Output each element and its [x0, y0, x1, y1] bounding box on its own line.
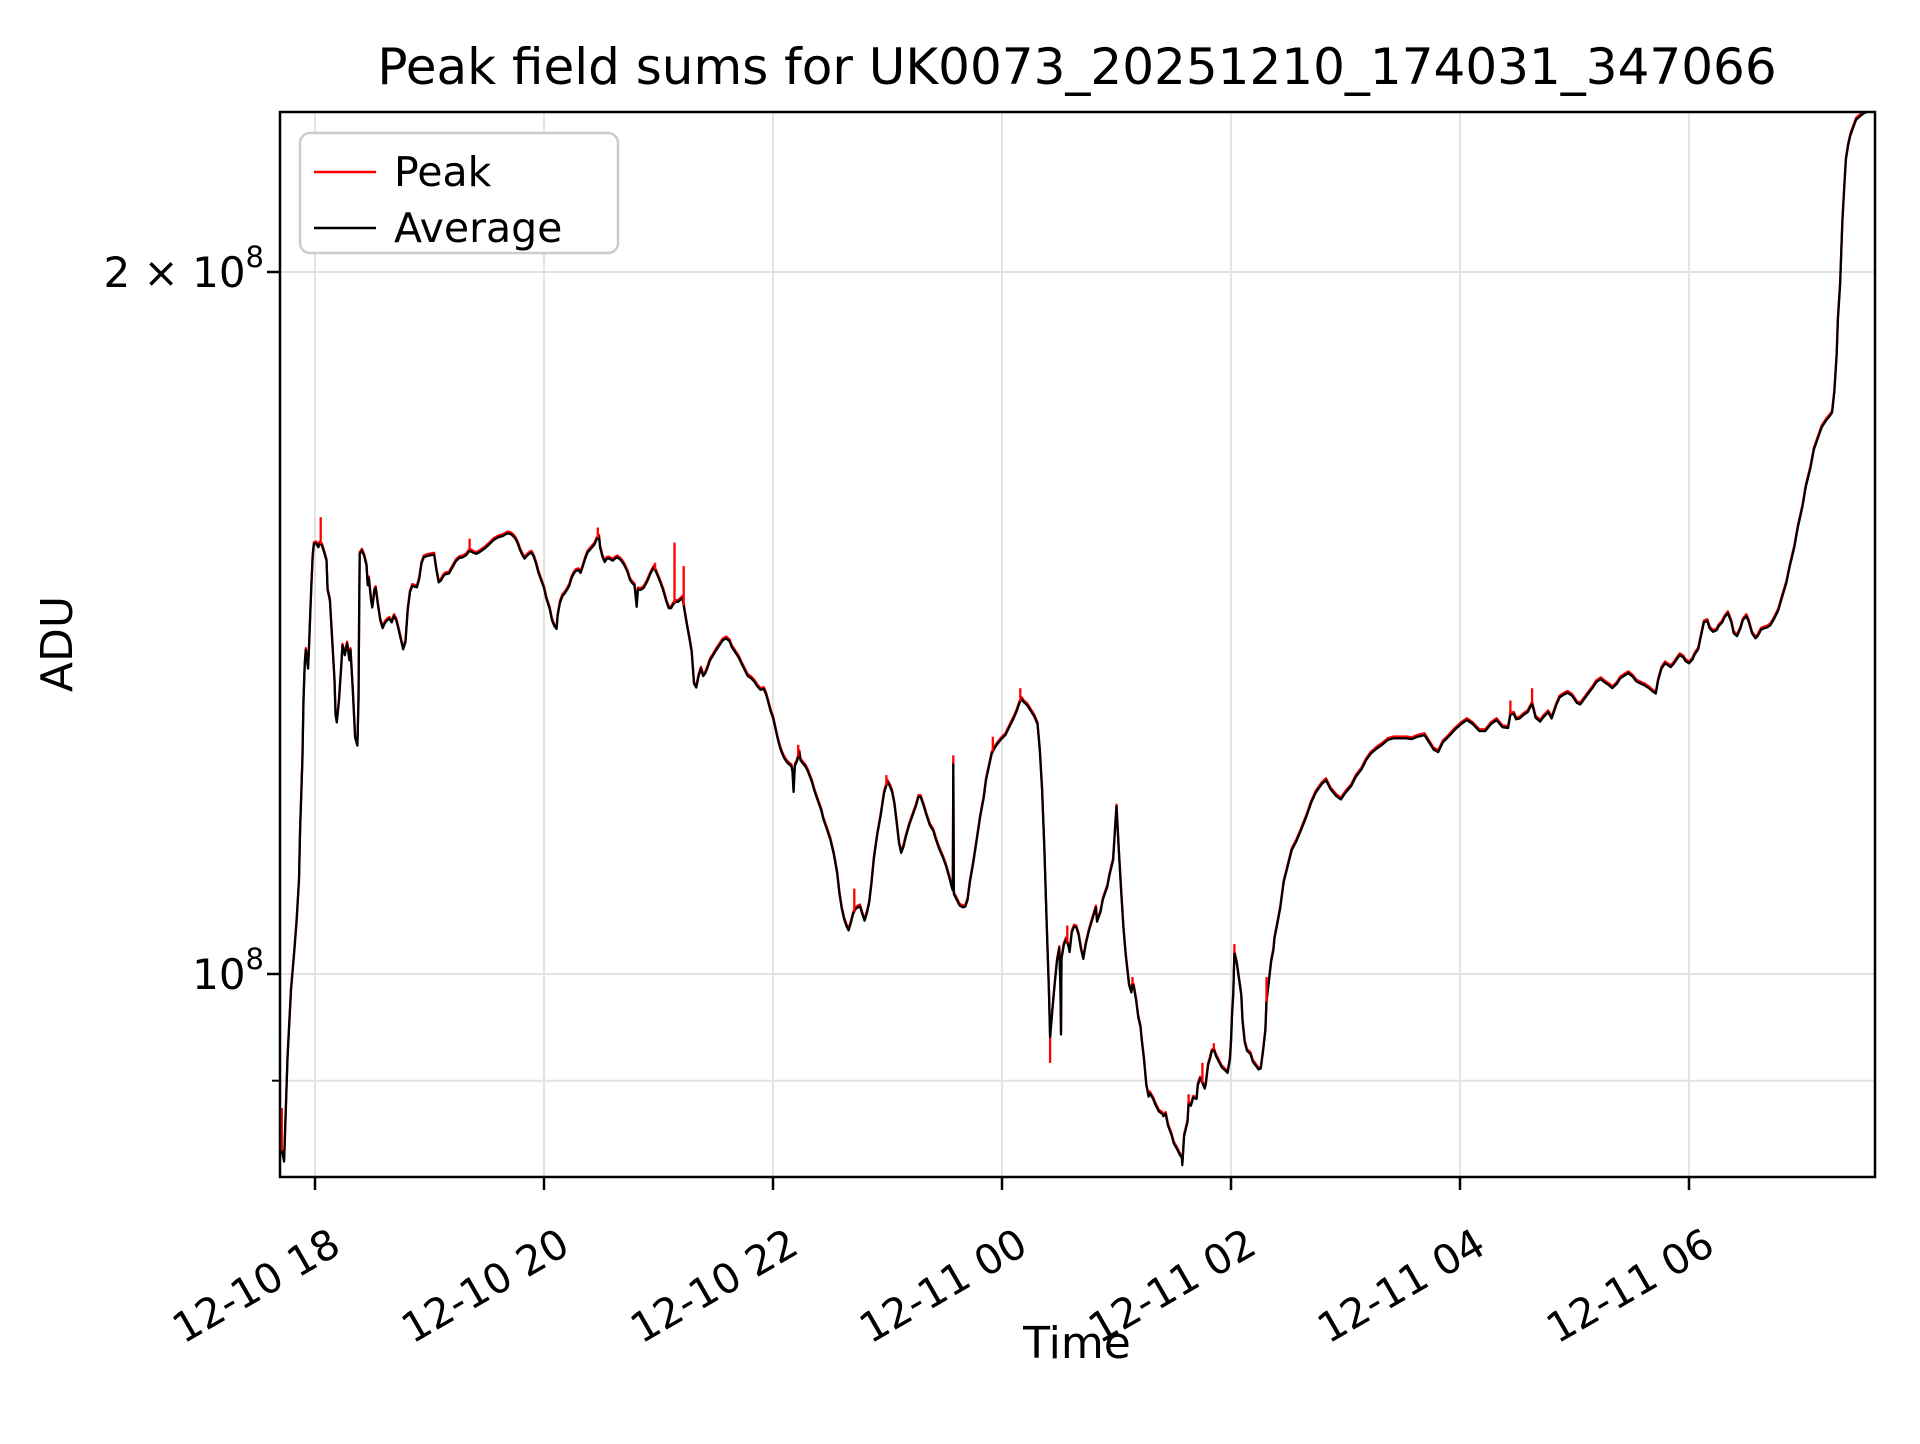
legend-box: [298, 131, 620, 255]
y-tick-label: 108: [192, 942, 264, 999]
plot-frame: [278, 110, 1877, 1179]
y-axis-ticks: 2 × 108 108: [103, 240, 280, 1082]
legend: Peak Average: [298, 131, 620, 255]
series-group: [280, 112, 1869, 1167]
y-axis-label: ADU: [32, 596, 83, 692]
series-peak-spikes: [280, 517, 1534, 1151]
gridlines: [280, 112, 1875, 1177]
y-tick-label: 2 × 108: [103, 240, 264, 297]
series-average-line: [280, 112, 1869, 1167]
legend-peak-label: Peak: [394, 148, 492, 196]
chart-title: Peak field sums for UK0073_20251210_1740…: [377, 38, 1776, 96]
x-axis-label: Time: [1022, 1318, 1131, 1369]
legend-average-label: Average: [394, 204, 562, 252]
